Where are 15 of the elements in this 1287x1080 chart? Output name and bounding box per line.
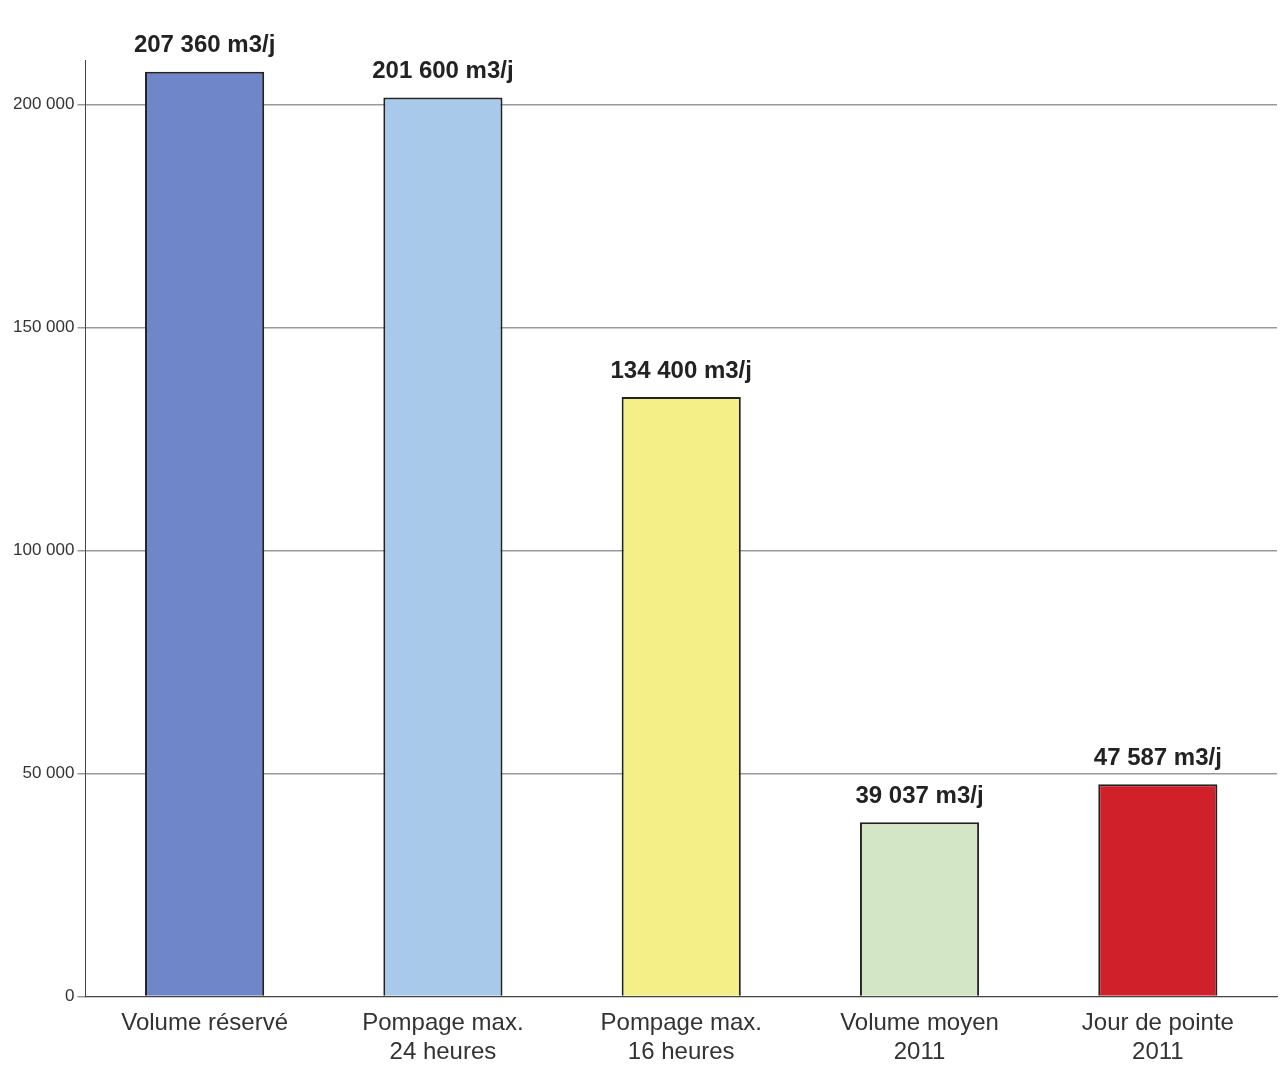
y-tick-label: 50 000 (22, 763, 75, 783)
data-label: 134 400 m3/j (610, 355, 752, 383)
y-tick-label: 200 000 (13, 94, 75, 114)
data-label: 47 587 m3/j (1093, 742, 1222, 770)
y-tick-label: 100 000 (13, 540, 75, 560)
data-label: 207 360 m3/j (133, 30, 276, 58)
x-tick-label: Pompage max. 24 heures (362, 1008, 524, 1065)
x-tick-label: Pompage max. 16 heures (600, 1008, 762, 1065)
x-tick-label: Jour de pointe 2011 (1081, 1008, 1234, 1065)
y-tick-label: 150 000 (13, 317, 75, 337)
data-label: 201 600 m3/j (372, 56, 514, 84)
x-tick-label: Volume moyen 2011 (840, 1008, 999, 1065)
data-label: 39 037 m3/j (855, 780, 984, 808)
y-tick-label: 0 (64, 986, 75, 1006)
x-tick-label: Volume réservé (121, 1008, 288, 1036)
